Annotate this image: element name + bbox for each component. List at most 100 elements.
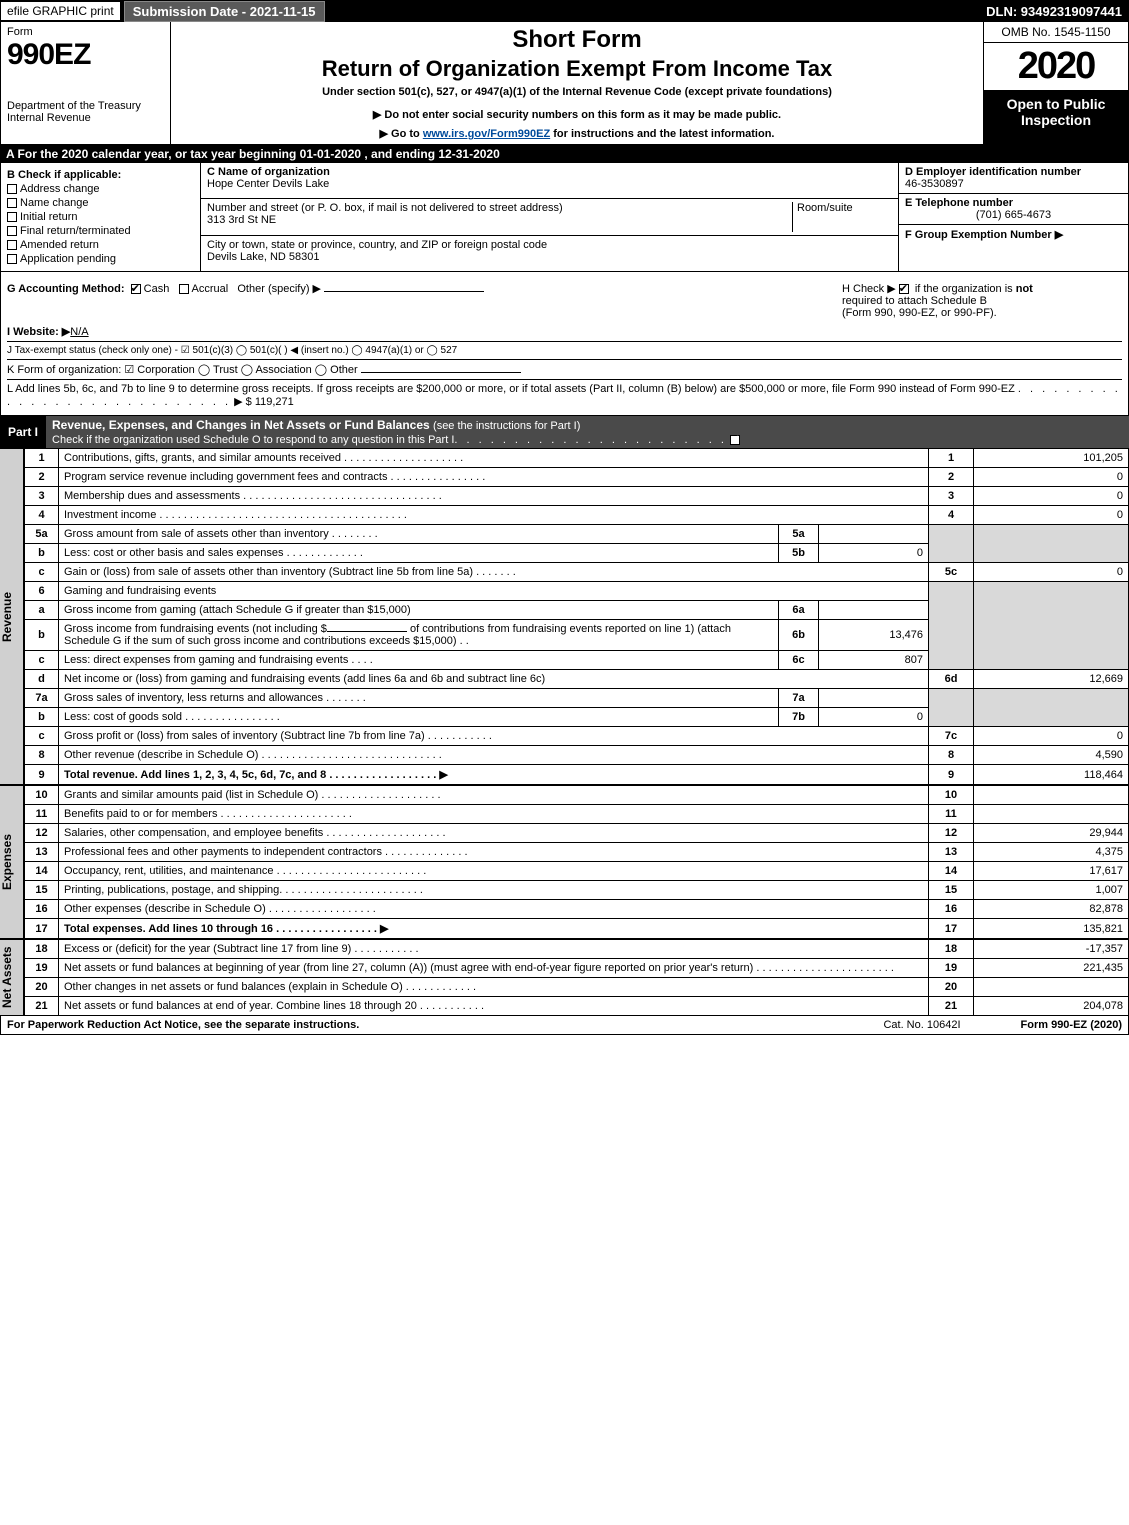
netassets-table: 18Excess or (deficit) for the year (Subt… <box>24 939 1129 1016</box>
line-k: K Form of organization: ☑ Corporation ◯ … <box>7 363 1122 376</box>
goto-line: ▶ Go to www.irs.gov/Form990EZ for instru… <box>177 127 977 140</box>
room-label: Room/suite <box>792 202 892 231</box>
header-center: Short Form Return of Organization Exempt… <box>171 22 983 144</box>
line-h: H Check ▶ if the organization is not req… <box>842 282 1122 319</box>
line-j: J Tax-exempt status (check only one) - ☑… <box>7 345 1122 356</box>
org-name: Hope Center Devils Lake <box>207 178 892 190</box>
box-b: B Check if applicable: Address change Na… <box>1 163 201 271</box>
line-13: 13Professional fees and other payments t… <box>25 843 1129 862</box>
line-3: 3Membership dues and assessments . . . .… <box>25 487 1129 506</box>
line-7c: cGross profit or (loss) from sales of in… <box>25 727 1129 746</box>
top-bar: efile GRAPHIC print Submission Date - 20… <box>0 0 1129 22</box>
dln-number: DLN: 93492319097441 <box>986 4 1128 19</box>
box-def: D Employer identification number 46-3530… <box>898 163 1128 271</box>
form-number: 990EZ <box>7 38 164 72</box>
cb-amended[interactable]: Amended return <box>7 239 194 251</box>
line-6: 6Gaming and fundraising events <box>25 582 1129 601</box>
line-5c: cGain or (loss) from sale of assets othe… <box>25 563 1129 582</box>
do-not-enter: ▶ Do not enter social security numbers o… <box>177 108 977 121</box>
footer-left: For Paperwork Reduction Act Notice, see … <box>7 1019 359 1031</box>
line-15: 15Printing, publications, postage, and s… <box>25 881 1129 900</box>
return-title: Return of Organization Exempt From Incom… <box>177 56 977 82</box>
line-g: G Accounting Method: Cash Accrual Other … <box>7 282 842 319</box>
revenue-table: 1Contributions, gifts, grants, and simil… <box>24 448 1129 785</box>
org-name-cell: C Name of organization Hope Center Devil… <box>201 163 898 199</box>
form-header: Form 990EZ Department of the Treasury In… <box>0 22 1129 145</box>
cb-address[interactable]: Address change <box>7 183 194 195</box>
header-left: Form 990EZ Department of the Treasury In… <box>1 22 171 144</box>
line-19: 19Net assets or fund balances at beginni… <box>25 959 1129 978</box>
line-6d: dNet income or (loss) from gaming and fu… <box>25 670 1129 689</box>
short-form-title: Short Form <box>177 26 977 54</box>
line-a: A For the 2020 calendar year, or tax yea… <box>0 145 1129 163</box>
line-5a: 5aGross amount from sale of assets other… <box>25 525 1129 544</box>
group-label: F Group Exemption Number ▶ <box>905 229 1063 241</box>
tel-value: (701) 665-4673 <box>905 209 1122 221</box>
cb-schedule-o[interactable] <box>730 435 740 445</box>
footer-cat: Cat. No. 10642I <box>883 1019 960 1031</box>
line-1: 1Contributions, gifts, grants, and simil… <box>25 449 1129 468</box>
revenue-sidelabel: Revenue <box>0 448 24 785</box>
line-4: 4Investment income . . . . . . . . . . .… <box>25 506 1129 525</box>
cb-pending[interactable]: Application pending <box>7 253 194 265</box>
box-b-title: B Check if applicable: <box>7 169 194 181</box>
street-label: Number and street (or P. O. box, if mail… <box>207 202 563 214</box>
street-cell: Number and street (or P. O. box, if mail… <box>201 199 898 235</box>
street-value: 313 3rd St NE <box>207 214 276 226</box>
cb-name[interactable]: Name change <box>7 197 194 209</box>
netassets-sidelabel: Net Assets <box>0 939 24 1016</box>
expenses-sidelabel: Expenses <box>0 785 24 939</box>
line-16: 16Other expenses (describe in Schedule O… <box>25 900 1129 919</box>
group-cell: F Group Exemption Number ▶ <box>899 225 1128 244</box>
line-8: 8Other revenue (describe in Schedule O) … <box>25 746 1129 765</box>
ein-label: D Employer identification number <box>905 166 1081 178</box>
goto-pre: ▶ Go to <box>380 128 423 140</box>
section-bcd: B Check if applicable: Address change Na… <box>0 163 1129 272</box>
expenses-table: 10Grants and similar amounts paid (list … <box>24 785 1129 939</box>
line-20: 20Other changes in net assets or fund ba… <box>25 978 1129 997</box>
irs-link[interactable]: www.irs.gov/Form990EZ <box>423 128 550 140</box>
lines-ghijkl: G Accounting Method: Cash Accrual Other … <box>0 272 1129 416</box>
footer-right: Form 990-EZ (2020) <box>1021 1019 1122 1031</box>
line-9: 9Total revenue. Add lines 1, 2, 3, 4, 5c… <box>25 765 1129 785</box>
cb-cash[interactable] <box>131 284 141 294</box>
efile-label[interactable]: efile GRAPHIC print <box>1 2 120 20</box>
part1-tab: Part I <box>0 423 46 441</box>
city-cell: City or town, state or province, country… <box>201 236 898 271</box>
line-i: I Website: ▶N/A <box>7 325 1122 338</box>
header-right: OMB No. 1545-1150 2020 Open to Public In… <box>983 22 1128 144</box>
org-name-label: C Name of organization <box>207 166 892 178</box>
line-l: L Add lines 5b, 6c, and 7b to line 9 to … <box>7 383 1122 408</box>
part1-title: Revenue, Expenses, and Changes in Net As… <box>46 416 1129 448</box>
revenue-block: Revenue 1Contributions, gifts, grants, a… <box>0 448 1129 785</box>
department-label: Department of the Treasury Internal Reve… <box>7 100 164 124</box>
line-12: 12Salaries, other compensation, and empl… <box>25 824 1129 843</box>
line-10: 10Grants and similar amounts paid (list … <box>25 786 1129 805</box>
line-21: 21Net assets or fund balances at end of … <box>25 997 1129 1016</box>
line-17: 17Total expenses. Add lines 10 through 1… <box>25 919 1129 939</box>
cb-final[interactable]: Final return/terminated <box>7 225 194 237</box>
cb-accrual[interactable] <box>179 284 189 294</box>
omb-number: OMB No. 1545-1150 <box>984 22 1128 43</box>
line-7a: 7aGross sales of inventory, less returns… <box>25 689 1129 708</box>
line-18: 18Excess or (deficit) for the year (Subt… <box>25 940 1129 959</box>
expenses-block: Expenses 10Grants and similar amounts pa… <box>0 785 1129 939</box>
cb-initial[interactable]: Initial return <box>7 211 194 223</box>
line-2: 2Program service revenue including gover… <box>25 468 1129 487</box>
city-label: City or town, state or province, country… <box>207 239 892 251</box>
open-inspection: Open to Public Inspection <box>984 90 1128 144</box>
ein-value: 46-3530897 <box>905 178 964 190</box>
form-label: Form <box>7 26 164 38</box>
ein-cell: D Employer identification number 46-3530… <box>899 163 1128 194</box>
netassets-block: Net Assets 18Excess or (deficit) for the… <box>0 939 1129 1016</box>
cb-h[interactable] <box>899 284 909 294</box>
tax-year: 2020 <box>984 43 1128 90</box>
under-section: Under section 501(c), 527, or 4947(a)(1)… <box>177 86 977 98</box>
goto-post: for instructions and the latest informat… <box>550 128 774 140</box>
submission-date: Submission Date - 2021-11-15 <box>124 1 325 22</box>
line-11: 11Benefits paid to or for members . . . … <box>25 805 1129 824</box>
tel-cell: E Telephone number (701) 665-4673 <box>899 194 1128 225</box>
part1-header: Part I Revenue, Expenses, and Changes in… <box>0 416 1129 448</box>
city-value: Devils Lake, ND 58301 <box>207 251 892 263</box>
tel-label: E Telephone number <box>905 197 1013 209</box>
